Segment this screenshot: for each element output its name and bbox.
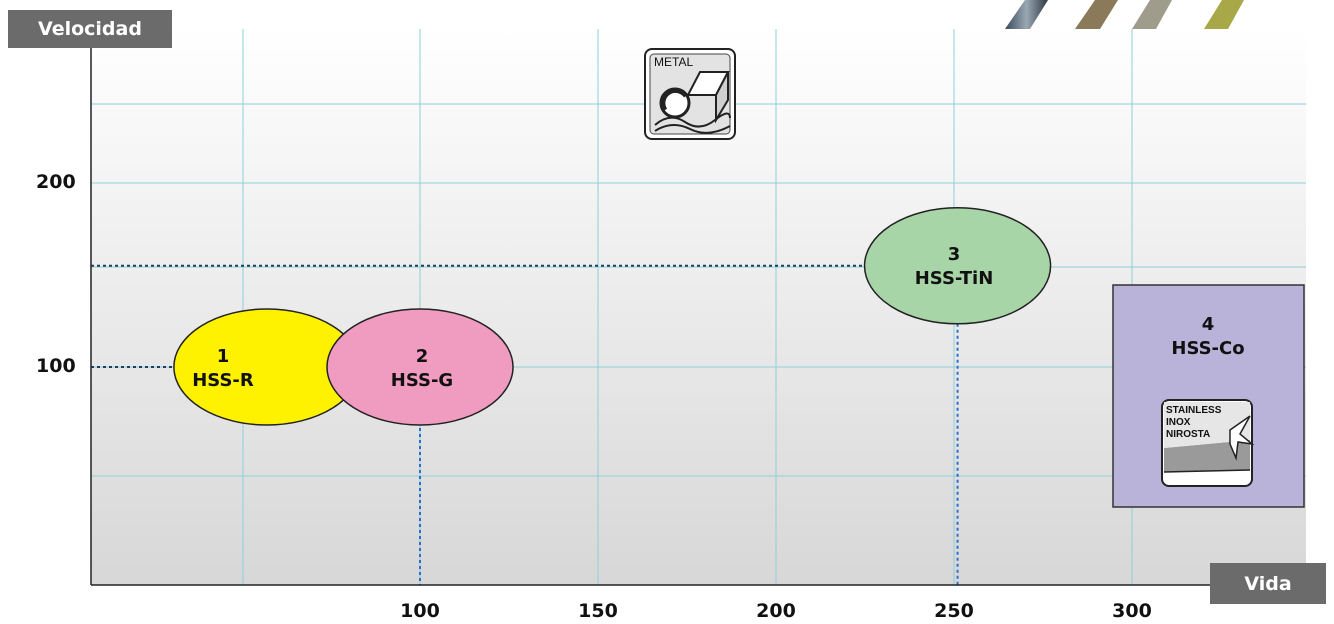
point-label-3: 3 HSS-TiN — [894, 243, 1014, 291]
point-label-1: 1 HSS-R — [163, 345, 283, 393]
stainless-line: INOX — [1166, 417, 1191, 428]
point-name: HSS-TiN — [914, 268, 994, 289]
metal-icon-text: METAL — [654, 55, 694, 69]
data-point-2 — [326, 308, 514, 426]
point-number: 2 — [415, 346, 429, 367]
drill-bit-images — [1005, 0, 1244, 29]
axes — [90, 29, 1306, 586]
point-number: 3 — [947, 244, 961, 265]
y-tick-label: 200 — [36, 171, 76, 193]
data-marks — [173, 207, 1305, 508]
point-number: 4 — [1201, 314, 1215, 335]
point-label-4: 4 HSS-Co — [1148, 313, 1268, 361]
point-number: 1 — [216, 346, 230, 367]
x-tick-label: 150 — [578, 600, 618, 622]
y-tick-label: 100 — [36, 355, 76, 377]
stainless-line: STAINLESS — [1166, 405, 1222, 416]
x-tick-label: 100 — [400, 600, 440, 622]
point-name: HSS-R — [192, 370, 254, 391]
point-name: HSS-G — [390, 370, 454, 391]
x-axis-label: Vida — [1210, 563, 1326, 604]
y-axis-label: Velocidad — [8, 10, 172, 48]
x-tick-label: 200 — [756, 600, 796, 622]
point-label-2: 2 HSS-G — [362, 345, 482, 393]
x-tick-label: 300 — [1112, 600, 1152, 622]
data-point-3 — [863, 207, 1052, 325]
stainless-steel-icon — [1161, 399, 1255, 487]
metal-profile-icon — [644, 48, 736, 140]
grid-lines — [91, 29, 1306, 585]
stainless-icon-text: STAINLESS INOX NIROSTA — [1166, 405, 1221, 441]
x-tick-label: 250 — [934, 600, 974, 622]
point-name: HSS-Co — [1171, 338, 1245, 359]
stainless-line: NIROSTA — [1166, 429, 1211, 440]
